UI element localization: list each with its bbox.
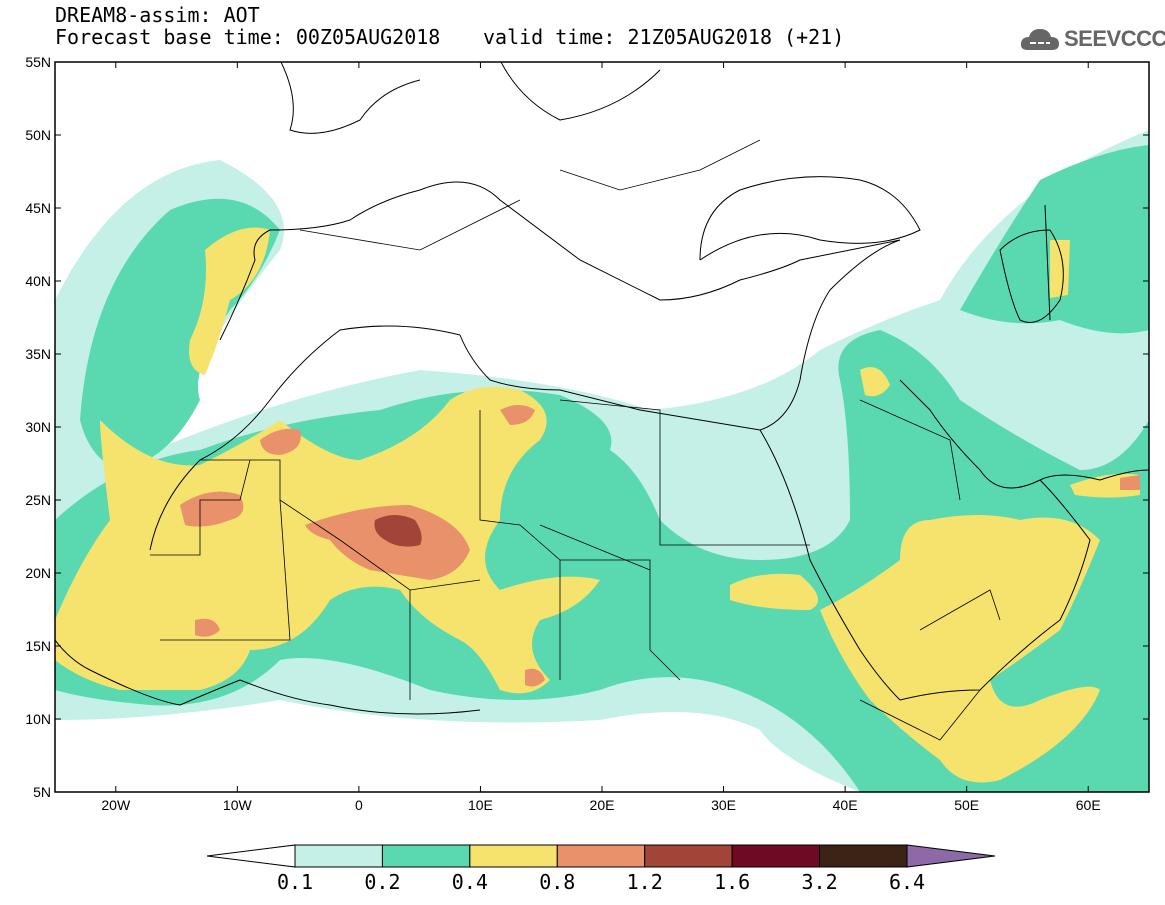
lat-tick-label: 55N: [25, 54, 51, 70]
coastlines: [55, 62, 1149, 715]
title-line-2: Forecast base time: 00Z05AUG2018: [55, 25, 441, 49]
lat-tick-label: 35N: [25, 346, 51, 362]
aot-0.4-0.8-area: [55, 227, 1140, 783]
lon-tick-label: 10E: [468, 797, 493, 813]
lat-tick-label: 50N: [25, 127, 51, 143]
lon-tick-label: 20W: [101, 797, 131, 813]
colorbar-high-arrow: [906, 844, 996, 868]
lon-tick-label: 50E: [954, 797, 979, 813]
colorbar-label: 0.1: [277, 870, 313, 894]
colorbar-label: 0.4: [452, 870, 488, 894]
lat-tick-label: 30N: [25, 419, 51, 435]
lat-tick-label: 5N: [33, 784, 51, 800]
longitude-axis: 20W 10W 0 10E 20E 30E 40E 50E 60E: [101, 62, 1101, 813]
colorbar-swatch: [381, 844, 471, 868]
colorbar-swatch: [819, 844, 908, 868]
colorbar: 0.1 0.2 0.4 0.8 1.2 1.6 3.2 6.4: [206, 844, 996, 894]
colorbar-swatch: [644, 844, 733, 868]
lat-tick-label: 20N: [25, 565, 51, 581]
country-borders: [150, 139, 1001, 741]
colorbar-label: 1.6: [714, 870, 750, 894]
aot-field: [55, 130, 1149, 792]
colorbar-label: 0.8: [539, 870, 575, 894]
colorbar-swatch: [469, 844, 558, 868]
lat-tick-label: 45N: [25, 200, 51, 216]
lon-tick-label: 10W: [223, 797, 253, 813]
colorbar-swatch: [556, 844, 646, 868]
aot-0.8-1.2-area: [180, 405, 1140, 687]
lon-tick-label: 30E: [711, 797, 736, 813]
lat-tick-label: 40N: [25, 273, 51, 289]
aot-1.2-1.6-area: [374, 515, 422, 547]
lon-tick-label: 20E: [590, 797, 615, 813]
lon-tick-label: 0: [355, 797, 363, 813]
colorbar-swatch: [294, 844, 383, 868]
colorbar-low-arrow: [206, 844, 296, 868]
title-line-1: DREAM8-assim: AOT: [55, 3, 260, 27]
seevccc-logo: SEEVCCC: [1018, 24, 1165, 56]
logo-text: SEEVCCC: [1064, 26, 1165, 51]
colorbar-label: 0.2: [364, 870, 400, 894]
colorbar-label: 1.2: [627, 870, 663, 894]
colorbar-label: 6.4: [889, 870, 925, 894]
colorbar-swatch: [731, 844, 821, 868]
valid-time-label: valid time: 21Z05AUG2018 (+21): [483, 25, 845, 49]
lat-tick-label: 15N: [25, 638, 51, 654]
latitude-axis: 55N 50N 45N 40N 35N 30N 25N 20N 15N 10N 5N: [25, 54, 1149, 800]
colorbar-label: 3.2: [802, 870, 838, 894]
cloud-icon: [1020, 29, 1059, 50]
lon-tick-label: 40E: [833, 797, 858, 813]
lon-tick-label: 60E: [1076, 797, 1101, 813]
lat-tick-label: 25N: [25, 492, 51, 508]
lat-tick-label: 10N: [25, 711, 51, 727]
